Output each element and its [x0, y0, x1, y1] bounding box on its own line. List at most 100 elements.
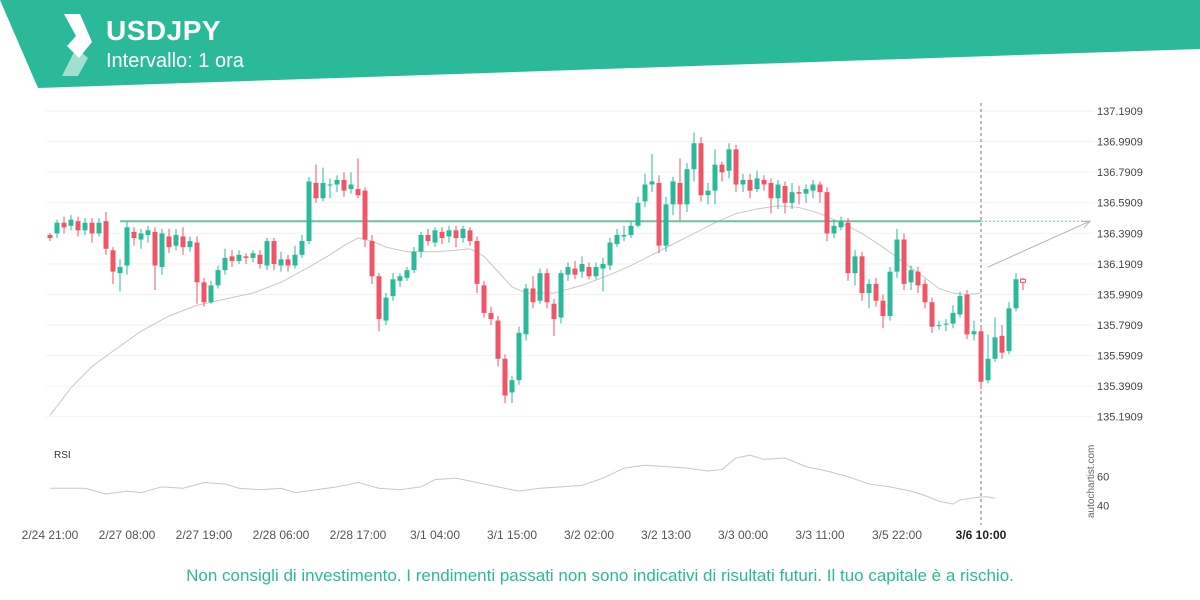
candle-body	[1006, 308, 1012, 352]
candle-body	[362, 190, 368, 240]
candle-body	[411, 251, 417, 271]
candle-body	[831, 225, 837, 234]
candle	[299, 234, 305, 258]
candle	[747, 173, 753, 199]
candle	[285, 254, 291, 272]
candle	[54, 219, 60, 239]
x-tick-label: 2/24 21:00	[22, 528, 79, 542]
candle	[908, 265, 914, 290]
candle-body	[327, 184, 333, 186]
candle	[61, 216, 67, 234]
candle-body	[866, 283, 872, 294]
candle-body	[446, 230, 452, 237]
candle	[369, 234, 375, 284]
candle-body	[166, 236, 172, 248]
candle	[201, 277, 207, 307]
candle	[831, 219, 837, 239]
candle-body	[474, 241, 480, 284]
candle	[1006, 302, 1012, 355]
candle-body	[964, 294, 970, 335]
moving-average-line	[49, 205, 982, 416]
candle	[698, 137, 704, 202]
candle	[957, 291, 963, 318]
candle-body	[481, 285, 487, 313]
rsi-tick-label: 40	[1097, 501, 1109, 513]
x-tick-label: 3/1 15:00	[487, 528, 537, 542]
candle-body	[96, 222, 102, 234]
candle-body	[236, 254, 242, 261]
chart-grid	[46, 110, 1094, 418]
candle-body	[943, 323, 949, 325]
candle	[950, 305, 956, 329]
candle	[929, 297, 935, 333]
candle	[327, 178, 333, 199]
candle	[614, 228, 620, 248]
candle-body	[852, 256, 858, 274]
candle	[334, 175, 340, 193]
candle	[558, 270, 564, 324]
candle-body	[614, 234, 620, 245]
y-tick-label: 136.9909	[1097, 137, 1143, 149]
candle	[915, 267, 921, 294]
candle-body	[194, 242, 200, 283]
candle-body	[404, 270, 410, 278]
candle	[733, 144, 739, 193]
candle	[173, 228, 179, 251]
candle-body	[761, 179, 767, 185]
candle	[873, 277, 879, 307]
candle	[313, 164, 319, 203]
candle-body	[572, 268, 578, 275]
candle	[376, 273, 382, 332]
candle-body	[320, 182, 326, 199]
candle-body	[131, 231, 137, 239]
candle-body	[670, 181, 676, 205]
candle	[292, 245, 298, 269]
candle-body	[901, 239, 907, 284]
x-tick-label: 3/2 13:00	[641, 528, 691, 542]
candle-body	[950, 312, 956, 324]
candle-body	[355, 189, 361, 196]
candle-body	[915, 271, 921, 286]
candle-body	[586, 267, 592, 277]
candle	[530, 276, 536, 309]
candle	[110, 247, 116, 284]
candle-body	[726, 149, 732, 171]
candle	[222, 248, 228, 275]
candle-body	[873, 283, 879, 301]
y-tick-label: 136.7909	[1097, 167, 1143, 179]
candle	[516, 326, 522, 385]
candle-body	[110, 250, 116, 272]
candle-body	[243, 256, 249, 258]
candle	[726, 143, 732, 179]
candle	[355, 158, 361, 199]
rsi-label: RSI	[54, 450, 71, 461]
candle-body	[649, 181, 655, 185]
rsi-line	[50, 454, 996, 505]
candle	[117, 259, 123, 292]
symbol-title: USDJPY	[106, 15, 222, 46]
candle-body	[733, 149, 739, 185]
candle-body	[642, 184, 648, 202]
candle	[775, 179, 781, 209]
candle	[460, 225, 466, 243]
candle	[166, 228, 172, 254]
candle-body	[530, 288, 536, 303]
candle-body	[859, 256, 865, 294]
candle	[390, 273, 396, 301]
candle-body	[61, 222, 67, 228]
candle	[677, 158, 683, 222]
candle	[887, 267, 893, 321]
candle	[453, 225, 459, 248]
axes: 137.1909 136.9909 136.7909 136.5909 136.3909…	[22, 106, 1143, 542]
candle	[852, 250, 858, 286]
x-tick-label: 2/27 08:00	[99, 528, 156, 542]
candle-body	[698, 143, 704, 196]
candle	[187, 236, 193, 252]
candle	[131, 227, 137, 246]
candle-body	[54, 222, 60, 234]
candle-body	[418, 234, 424, 252]
candle-body	[201, 282, 207, 303]
candle-body	[369, 241, 375, 277]
x-tick-label: 3/2 02:00	[564, 528, 614, 542]
candle	[817, 181, 823, 203]
